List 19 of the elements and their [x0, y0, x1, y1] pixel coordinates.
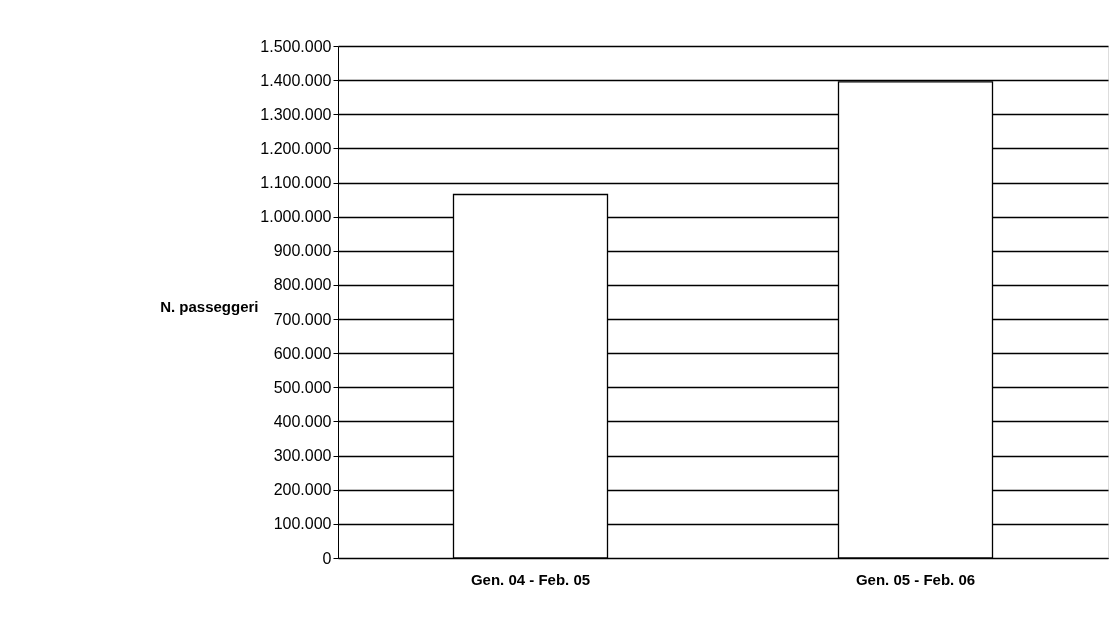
y-axis-title: N. passeggeri	[160, 297, 259, 315]
y-tick-label: 1.000.000	[260, 208, 332, 226]
y-tick-label: 1.500.000	[260, 37, 332, 55]
y-tick-label: 200.000	[273, 481, 332, 499]
y-tick-label: 800.000	[273, 276, 332, 294]
y-tick-label: 1.400.000	[260, 71, 332, 89]
y-tick-label: 600.000	[273, 344, 332, 362]
y-tick-label: 500.000	[273, 378, 332, 396]
y-tick-label: 700.000	[273, 310, 332, 328]
y-tick-label: 1.300.000	[260, 105, 332, 123]
y-tick-label: 900.000	[273, 242, 332, 260]
y-tick-label: 0	[322, 549, 332, 567]
y-tick-label: 100.000	[273, 515, 332, 533]
y-tick-label: 1.100.000	[260, 174, 332, 192]
x-tick-label: Gen. 04 - Feb. 05	[470, 570, 591, 588]
y-tick-label: 1.200.000	[260, 139, 332, 157]
x-tick-label: Gen. 05 - Feb. 06	[855, 570, 976, 588]
y-tick-label: 300.000	[273, 447, 332, 465]
y-tick-label: 400.000	[273, 412, 332, 430]
